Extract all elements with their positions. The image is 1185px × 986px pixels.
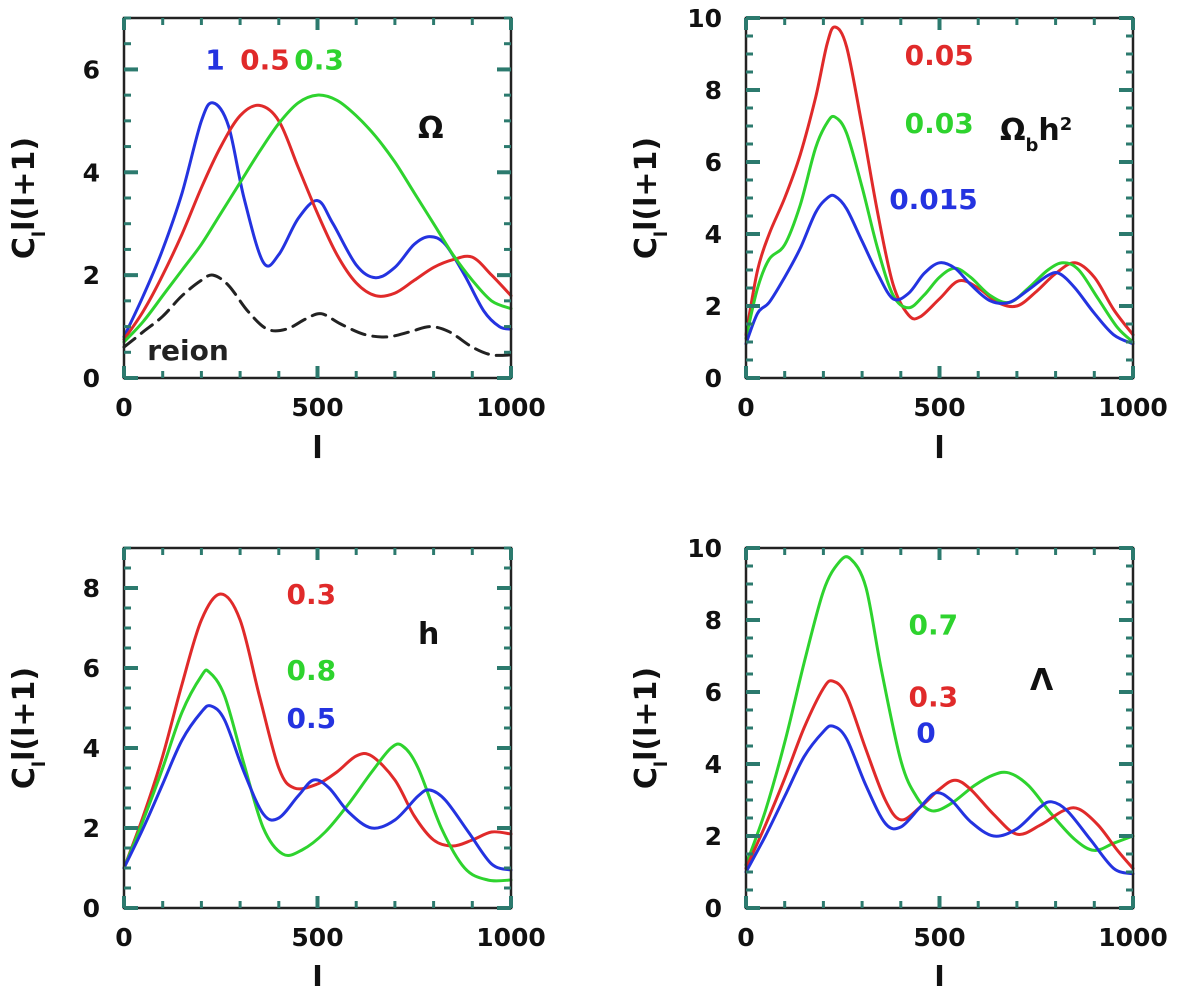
series-label-3: 0.015	[889, 183, 978, 216]
y-axis-title: Cll(l+1)	[7, 667, 50, 789]
series-line-3	[744, 193, 1135, 346]
y-tick-label: 8	[705, 76, 722, 105]
y-tick-label: 0	[705, 364, 722, 393]
series-label-1: 1	[205, 43, 224, 76]
series-line-2	[744, 114, 1135, 344]
x-tick-label: 500	[291, 393, 343, 422]
series-label-1: 0.7	[909, 608, 959, 641]
parameter-label: Λ	[1030, 663, 1054, 698]
y-tick-label: 2	[83, 261, 100, 290]
series-line-3	[122, 704, 513, 872]
y-tick-label: 6	[705, 148, 722, 177]
series-label-4: reion	[147, 334, 229, 367]
series-label-3: 0	[916, 716, 935, 749]
x-tick-label: 0	[115, 393, 132, 422]
y-axis-title: Cll(l+1)	[629, 137, 672, 259]
x-tick-label: 500	[913, 393, 965, 422]
series-label-2: 0.5	[240, 43, 290, 76]
y-tick-label: 10	[687, 4, 722, 33]
y-tick-label: 0	[83, 364, 100, 393]
y-tick-label: 4	[705, 750, 722, 779]
series-line-1	[122, 592, 513, 870]
y-tick-label: 6	[83, 654, 100, 683]
y-tick-label: 4	[83, 734, 100, 763]
x-tick-label: 1000	[1098, 923, 1168, 952]
y-tick-label: 0	[705, 894, 722, 923]
x-tick-label: 500	[291, 923, 343, 952]
y-axis-title: Cll(l+1)	[629, 667, 672, 789]
chart-panel-2: 0 500 1000 0 2 4 6 8 10 l Cll(l+1) Ωbh2 0.05 0.03 0.01…	[629, 4, 1168, 466]
y-axis-title: Cll(l+1)	[7, 137, 50, 259]
y-tick-label: 4	[83, 158, 100, 187]
chart-panel-1: 0 500 1000 0 2 4 6 l Cll(l+1) Ω 1 0.5 0.3 reion	[7, 16, 546, 466]
x-axis-title: l	[934, 431, 944, 466]
series-line-4	[122, 273, 513, 357]
series-label-3: 0.3	[294, 43, 344, 76]
series-line-2	[122, 668, 513, 883]
y-tick-label: 2	[705, 822, 722, 851]
series-label-2: 0.8	[287, 654, 337, 687]
series-label-2: 0.03	[905, 107, 974, 140]
y-tick-label: 0	[83, 894, 100, 923]
parameter-label: Ωbh2	[1000, 113, 1072, 156]
x-tick-label: 0	[737, 923, 754, 952]
parameter-label: h	[418, 617, 439, 652]
y-tick-label: 8	[83, 574, 100, 603]
y-tick-label: 6	[83, 55, 100, 84]
y-tick-label: 2	[83, 814, 100, 843]
y-tick-label: 10	[687, 534, 722, 563]
x-tick-label: 1000	[476, 923, 546, 952]
y-tick-label: 2	[705, 292, 722, 321]
x-tick-label: 1000	[1098, 393, 1168, 422]
x-tick-label: 500	[913, 923, 965, 952]
series-label-1: 0.3	[287, 578, 337, 611]
x-axis-title: l	[312, 431, 322, 466]
y-tick-label: 6	[705, 678, 722, 707]
series-label-3: 0.5	[287, 702, 337, 735]
x-tick-label: 1000	[476, 393, 546, 422]
series-line-1	[122, 101, 513, 339]
chart-panel-3: 0 500 1000 0 2 4 6 8 l Cll(l+1) h 0.3 0.8 0.5	[7, 546, 546, 986]
y-tick-label: 8	[705, 606, 722, 635]
series-line-1	[744, 555, 1135, 867]
x-axis-title: l	[934, 961, 944, 986]
series-line-3	[744, 724, 1135, 876]
series-line-3	[122, 93, 513, 344]
x-tick-label: 0	[737, 393, 754, 422]
x-axis-title: l	[312, 961, 322, 986]
series-label-2: 0.3	[909, 680, 959, 713]
series-label-1: 0.05	[905, 39, 974, 72]
parameter-label: Ω	[418, 111, 444, 146]
y-tick-label: 4	[705, 220, 722, 249]
series-line-2	[122, 103, 513, 341]
x-tick-label: 0	[115, 923, 132, 952]
